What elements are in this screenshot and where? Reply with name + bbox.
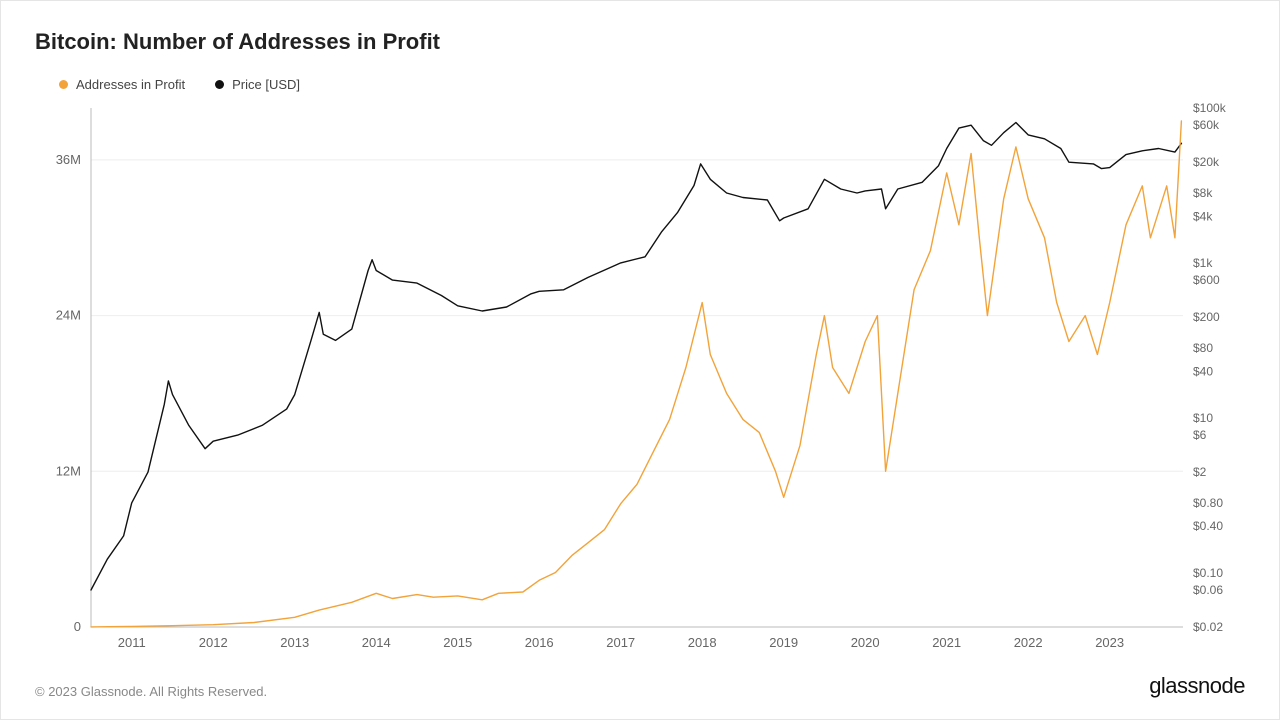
svg-text:$0.06: $0.06 [1193, 583, 1223, 597]
svg-text:$0.80: $0.80 [1193, 496, 1223, 510]
svg-text:$0.40: $0.40 [1193, 519, 1223, 533]
svg-text:$6: $6 [1193, 428, 1207, 442]
svg-text:$200: $200 [1193, 310, 1220, 324]
svg-text:2015: 2015 [443, 635, 472, 650]
svg-text:12M: 12M [56, 463, 81, 478]
brand-logo: glassnode [1149, 673, 1245, 699]
footer: © 2023 Glassnode. All Rights Reserved. g… [35, 673, 1245, 699]
svg-text:0: 0 [74, 619, 81, 634]
chart-area: 0 12M 24M 36M $0.02 $0.06 $0.10 $0.40 $0.80 $2 $6 $… [35, 102, 1245, 655]
svg-text:2012: 2012 [199, 635, 228, 650]
svg-text:$1k: $1k [1193, 256, 1213, 270]
svg-text:$8k: $8k [1193, 186, 1213, 200]
svg-text:2016: 2016 [525, 635, 554, 650]
chart-card: Bitcoin: Number of Addresses in Profit A… [0, 0, 1280, 720]
svg-text:$80: $80 [1193, 341, 1213, 355]
legend-label-price: Price [USD] [232, 77, 300, 92]
legend-label-addresses: Addresses in Profit [76, 77, 185, 92]
copyright-text: © 2023 Glassnode. All Rights Reserved. [35, 684, 267, 699]
svg-text:2021: 2021 [932, 635, 961, 650]
svg-text:2019: 2019 [769, 635, 798, 650]
chart-title: Bitcoin: Number of Addresses in Profit [35, 29, 1245, 55]
svg-text:2017: 2017 [606, 635, 635, 650]
svg-text:2014: 2014 [362, 635, 391, 650]
svg-text:$40: $40 [1193, 364, 1213, 378]
chart-svg: 0 12M 24M 36M $0.02 $0.06 $0.10 $0.40 $0.80 $2 $6 $… [35, 102, 1245, 655]
svg-text:36M: 36M [56, 152, 81, 167]
svg-text:$0.10: $0.10 [1193, 566, 1223, 580]
legend-item-addresses: Addresses in Profit [59, 77, 185, 92]
legend-item-price: Price [USD] [215, 77, 300, 92]
legend: Addresses in Profit Price [USD] [35, 77, 1245, 92]
svg-text:24M: 24M [56, 308, 81, 323]
svg-text:$4k: $4k [1193, 209, 1213, 223]
svg-text:$0.02: $0.02 [1193, 620, 1223, 634]
svg-text:2011: 2011 [118, 635, 146, 650]
svg-text:$60k: $60k [1193, 118, 1220, 132]
svg-text:2022: 2022 [1014, 635, 1043, 650]
svg-text:$10: $10 [1193, 411, 1213, 425]
svg-text:2023: 2023 [1095, 635, 1124, 650]
svg-text:$600: $600 [1193, 273, 1220, 287]
legend-dot-price [215, 80, 224, 89]
svg-text:2018: 2018 [688, 635, 717, 650]
svg-text:$2: $2 [1193, 465, 1207, 479]
svg-text:$20k: $20k [1193, 155, 1220, 169]
svg-text:2020: 2020 [851, 635, 880, 650]
svg-text:$100k: $100k [1193, 102, 1227, 115]
legend-dot-addresses [59, 80, 68, 89]
svg-text:2013: 2013 [280, 635, 309, 650]
